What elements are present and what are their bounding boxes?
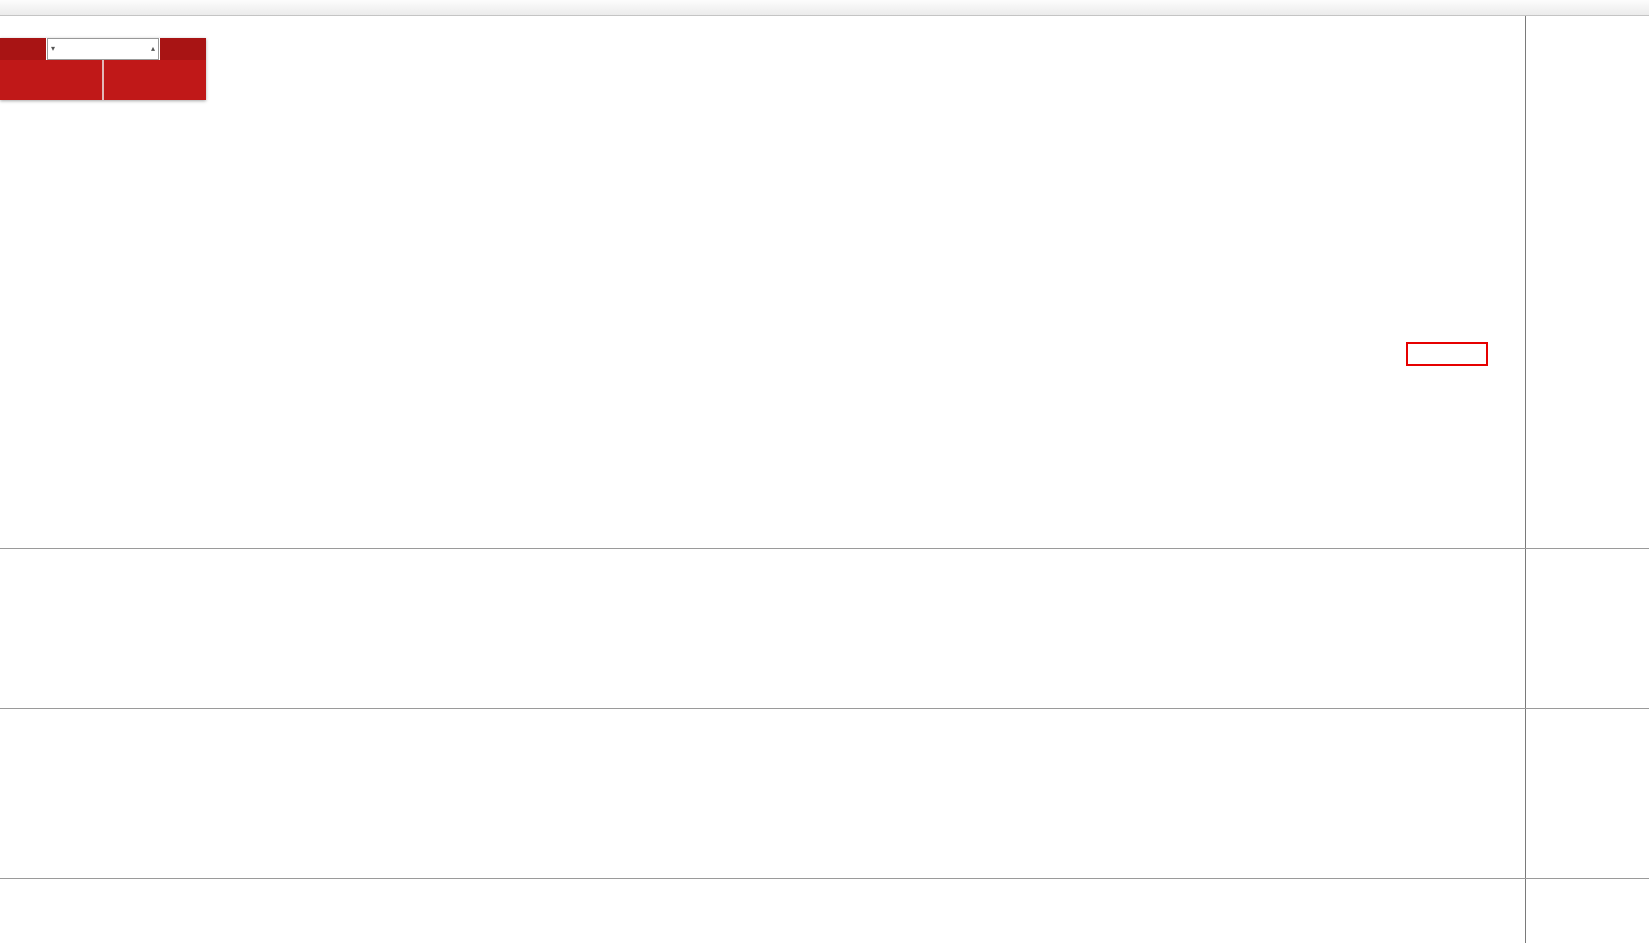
volume-increase-icon[interactable]: ▴ [150,44,155,53]
volume-decrease-icon[interactable]: ▾ [51,44,56,53]
top-toolbar [0,0,1649,16]
macd-indicator-label [4,551,14,562]
buy-price[interactable] [104,60,206,100]
volume-input[interactable]: ▾ ▴ [47,38,159,60]
one-click-trading-panel: ▾ ▴ [0,38,206,100]
panel-separator [0,878,1649,879]
price-axis[interactable] [1525,16,1649,943]
price-chart-canvas[interactable] [0,0,1525,879]
buy-button[interactable] [160,38,206,60]
price-callout-box[interactable] [1406,342,1488,366]
time-axis[interactable] [0,879,1525,899]
panel-separator[interactable] [0,708,1649,709]
sell-button[interactable] [0,38,46,60]
sell-price[interactable] [0,60,102,100]
rsi-indicator-label [4,711,9,722]
price-divider [102,60,104,100]
panel-separator[interactable] [0,548,1649,549]
